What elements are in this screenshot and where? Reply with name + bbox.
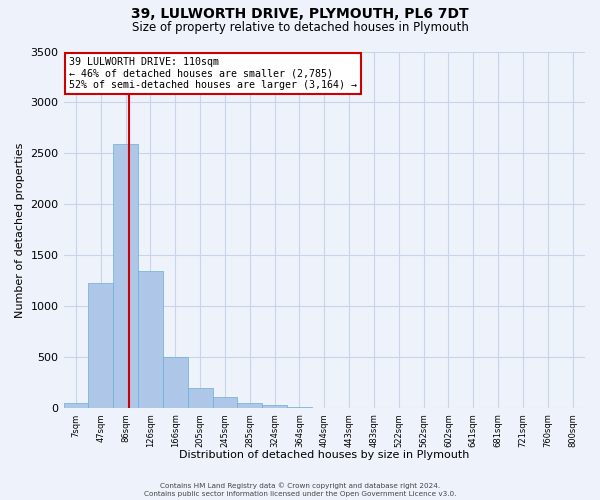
Text: 39 LULWORTH DRIVE: 110sqm
← 46% of detached houses are smaller (2,785)
52% of se: 39 LULWORTH DRIVE: 110sqm ← 46% of detac… xyxy=(69,57,357,90)
Bar xyxy=(64,404,88,408)
Text: Contains public sector information licensed under the Open Government Licence v3: Contains public sector information licen… xyxy=(144,491,456,497)
Y-axis label: Number of detached properties: Number of detached properties xyxy=(15,142,25,318)
Bar xyxy=(113,144,138,408)
Text: Size of property relative to detached houses in Plymouth: Size of property relative to detached ho… xyxy=(131,21,469,34)
Text: Contains HM Land Registry data © Crown copyright and database right 2024.: Contains HM Land Registry data © Crown c… xyxy=(160,482,440,489)
Bar xyxy=(188,388,212,408)
Bar xyxy=(138,271,163,408)
Bar xyxy=(238,403,262,408)
X-axis label: Distribution of detached houses by size in Plymouth: Distribution of detached houses by size … xyxy=(179,450,469,460)
Text: 39, LULWORTH DRIVE, PLYMOUTH, PL6 7DT: 39, LULWORTH DRIVE, PLYMOUTH, PL6 7DT xyxy=(131,8,469,22)
Bar xyxy=(262,406,287,408)
Bar xyxy=(163,358,188,408)
Bar xyxy=(212,398,238,408)
Bar xyxy=(88,283,113,408)
